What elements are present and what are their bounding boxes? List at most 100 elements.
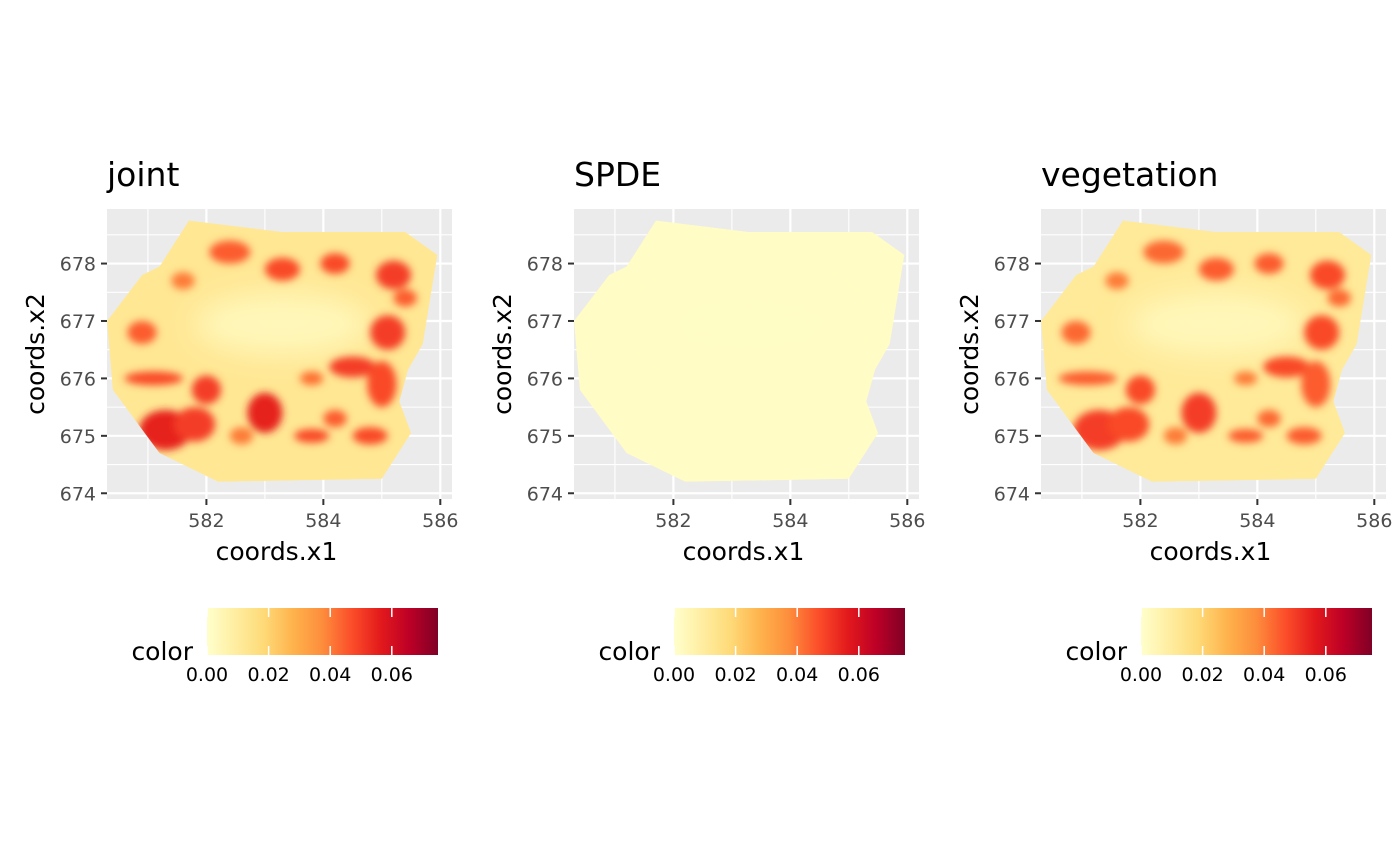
raster-hotspot: [1286, 427, 1322, 445]
y-tick-label: 677: [60, 311, 96, 333]
raster-hotspot: [320, 253, 350, 274]
raster-hotspot: [264, 257, 300, 281]
legend-colorbar: [674, 608, 905, 655]
raster-hotspot: [1254, 253, 1284, 274]
x-axis-label: coords.x1: [683, 537, 805, 566]
raster-hotspot: [329, 356, 376, 378]
legend-colorbar: [207, 608, 438, 655]
legend-tick-label: 0.00: [186, 664, 228, 686]
y-tick-label: 675: [994, 426, 1030, 448]
raster-hotspot: [1181, 392, 1217, 433]
raster-low-core: [661, 292, 838, 356]
legend-tick-label: 0.02: [714, 664, 756, 686]
legend-tick-label: 0.04: [1243, 664, 1285, 686]
raster-hotspot: [323, 409, 347, 428]
y-tick-label: 674: [994, 483, 1030, 505]
raster-field: [107, 220, 438, 482]
raster-low-core: [1128, 292, 1305, 356]
legend-title: color: [1065, 637, 1127, 666]
raster-hotspot: [1327, 289, 1351, 307]
legend-tick-label: 0.02: [247, 664, 289, 686]
raster-hotspot: [1125, 375, 1156, 405]
legend-tick-label: 0.06: [371, 664, 413, 686]
raster-hotspot: [1304, 315, 1340, 350]
panel-SPDE: SPDE 582 584 586 674 675 676 677 678 coords.x1 coo…: [488, 155, 925, 686]
raster-hotspot: [1257, 409, 1281, 428]
raster-hotspot: [352, 427, 388, 445]
x-tick-label: 586: [889, 510, 925, 532]
raster-hotspot: [127, 320, 157, 344]
x-tick-label: 584: [305, 510, 341, 532]
raster-hotspot: [1198, 257, 1234, 281]
legend-tick-label: 0.00: [653, 664, 695, 686]
raster-hotspot: [299, 371, 324, 386]
y-tick-label: 675: [527, 426, 563, 448]
raster-hotspot: [1263, 356, 1310, 378]
legend-tick-label: 0.00: [1120, 664, 1162, 686]
raster-low-core: [194, 292, 371, 356]
panel-joint: joint 582 584 586 674 675 676 677 678 coords.x1 co…: [21, 155, 458, 686]
panel-vegetation: vegetation 582 584 586 674 675 676 677 678 coords…: [955, 155, 1392, 686]
panels: joint 582 584 586 674 675 676 677 678 coords.x1 co…: [21, 155, 1392, 686]
x-tick-label: 586: [1356, 510, 1392, 532]
x-tick-label: 584: [772, 510, 808, 532]
raster-field: [574, 220, 905, 482]
y-tick-label: 676: [60, 368, 96, 390]
x-axis-label: coords.x1: [216, 537, 338, 566]
x-tick-label: 582: [188, 510, 224, 532]
y-tick-label: 676: [527, 368, 563, 390]
legend-tick-label: 0.06: [838, 664, 880, 686]
raster-hotspot: [367, 361, 397, 408]
legend-tick-label: 0.06: [1305, 664, 1347, 686]
y-tick-label: 675: [60, 426, 96, 448]
raster-hotspot: [1301, 361, 1331, 408]
y-tick-label: 677: [527, 311, 563, 333]
legend-tick-label: 0.02: [1181, 664, 1223, 686]
legend-title: color: [598, 637, 660, 666]
raster-hotspot: [1108, 407, 1150, 442]
raster-hotspot: [1143, 240, 1185, 264]
y-tick-label: 678: [60, 254, 96, 276]
y-tick-label: 678: [527, 254, 563, 276]
raster-hotspot: [229, 427, 254, 445]
legend-tick-label: 0.04: [309, 664, 351, 686]
panel-title: joint: [106, 155, 179, 194]
y-tick-label: 674: [527, 483, 563, 505]
raster-hotspot: [191, 375, 222, 405]
panel-title: vegetation: [1041, 155, 1218, 194]
y-axis-label: coords.x2: [21, 293, 50, 415]
y-tick-label: 676: [994, 368, 1030, 390]
x-tick-label: 582: [655, 510, 691, 532]
raster-hotspot: [375, 260, 412, 290]
raster-hotspot: [1233, 371, 1258, 386]
y-tick-label: 674: [60, 483, 96, 505]
y-axis-label: coords.x2: [955, 293, 984, 415]
y-tick-label: 677: [994, 311, 1030, 333]
raster-hotspot: [1163, 427, 1188, 445]
legend-colorbar: [1141, 608, 1372, 655]
raster-hotspot: [1058, 371, 1118, 386]
y-tick-label: 678: [994, 254, 1030, 276]
raster-hotspot: [1061, 320, 1091, 344]
x-tick-label: 584: [1239, 510, 1275, 532]
raster-hotspot: [1309, 260, 1346, 290]
legend-title: color: [131, 637, 193, 666]
raster-hotspot: [171, 272, 195, 290]
raster-hotspot: [124, 371, 184, 386]
y-axis-label: coords.x2: [488, 293, 517, 415]
x-tick-label: 582: [1122, 510, 1158, 532]
raster-hotspot: [294, 428, 330, 443]
raster-hotspot: [247, 392, 283, 433]
panel-title: SPDE: [574, 155, 661, 194]
raster-hotspot: [370, 315, 406, 350]
x-tick-label: 586: [422, 510, 458, 532]
raster-hotspot: [209, 240, 251, 264]
legend-tick-label: 0.04: [776, 664, 818, 686]
x-axis-label: coords.x1: [1150, 537, 1272, 566]
raster-field: [1041, 220, 1372, 482]
raster-hotspot: [174, 407, 216, 442]
raster-hotspot: [393, 289, 417, 307]
raster-hotspot: [1105, 272, 1129, 290]
raster-hotspot: [1228, 428, 1264, 443]
